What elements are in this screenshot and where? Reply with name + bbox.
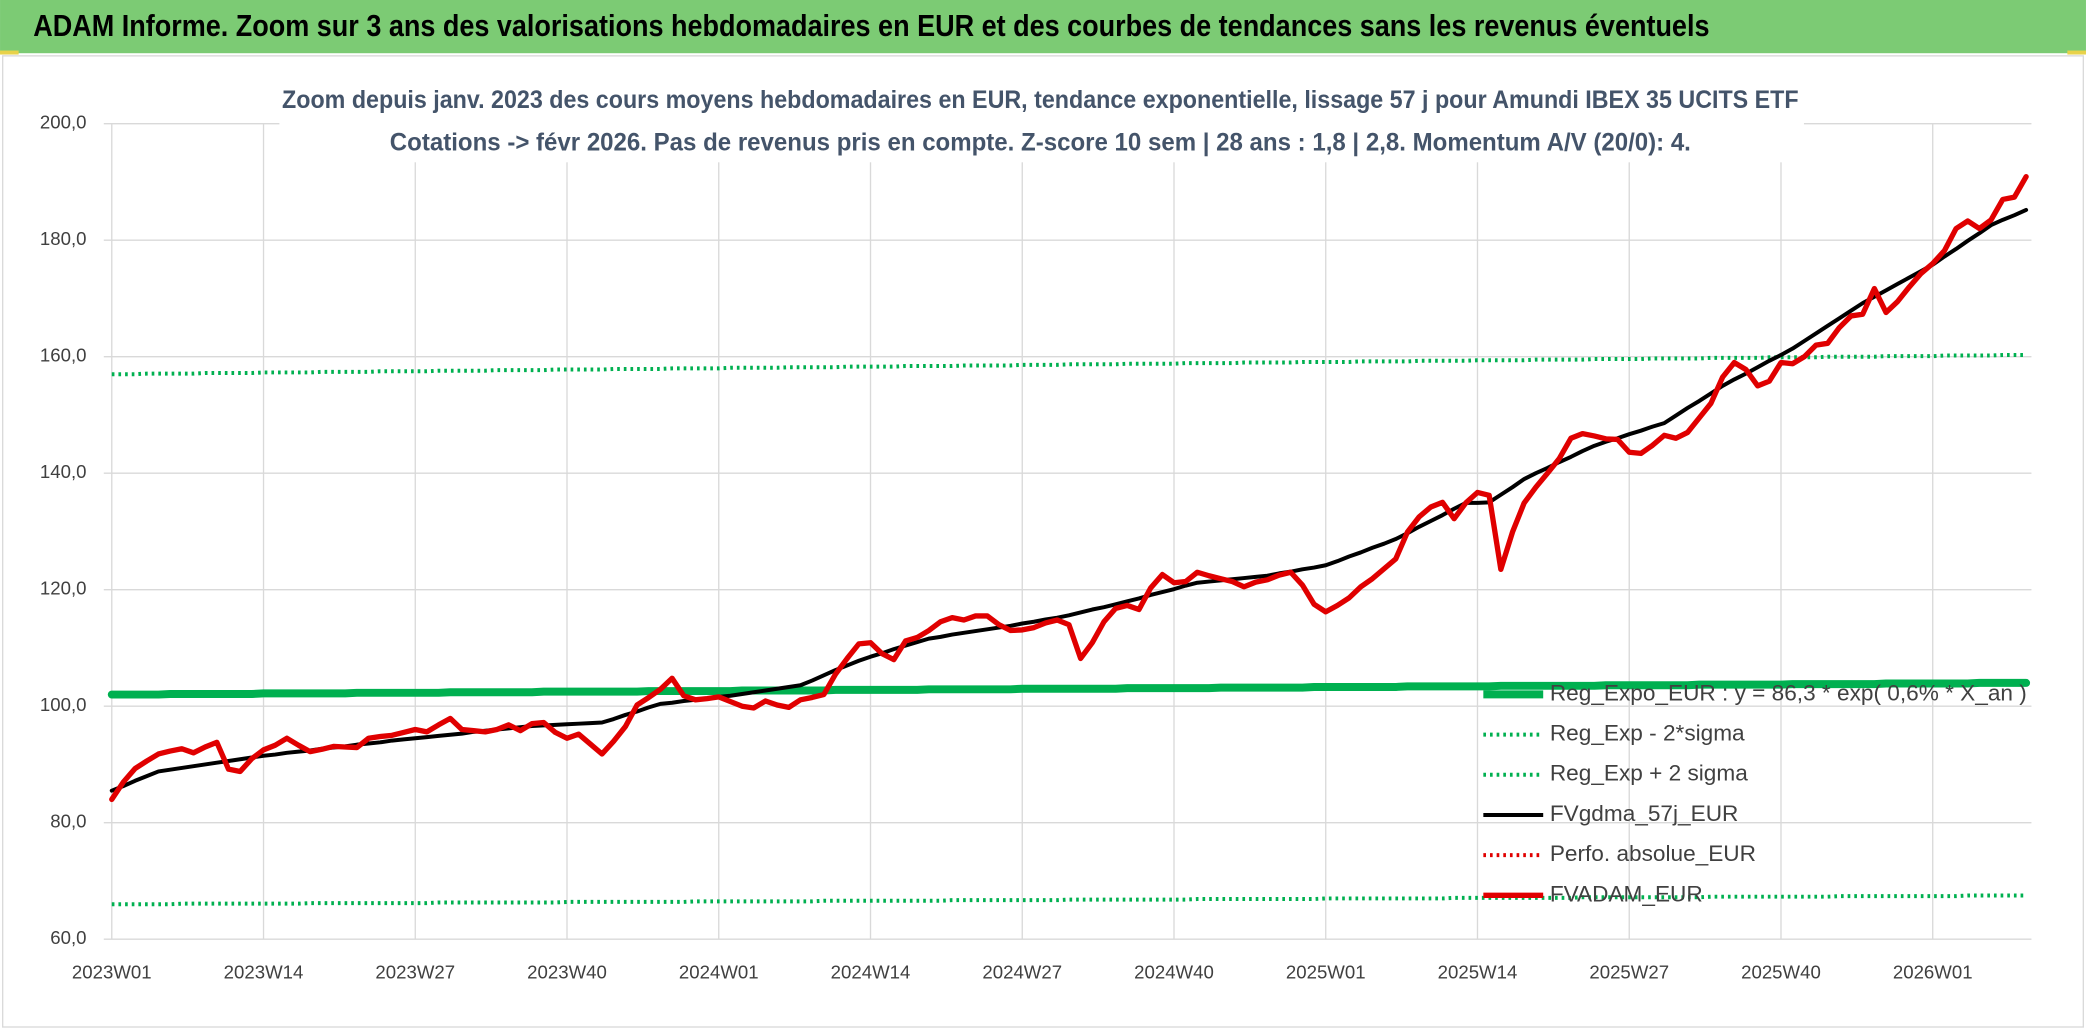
x-tick-label: 2025W27: [1589, 962, 1669, 983]
legend-label: FVADAM_EUR: [1550, 881, 1703, 906]
series-line: [107, 678, 2031, 699]
y-tick-label: 160,0: [40, 345, 87, 366]
x-tick-label: 2024W14: [831, 962, 911, 983]
legend-label: Perfo. absolue_EUR: [1550, 841, 1756, 866]
x-tick-label: 2023W27: [375, 962, 455, 983]
banner-title: ADAM Informe. Zoom sur 3 ans des valoris…: [33, 9, 1709, 43]
x-tick-label: 2023W14: [224, 962, 304, 983]
legend-label: Reg_Exp - 2*sigma: [1550, 721, 1745, 746]
legend-label: Reg_Expo_EUR : y = 86,3 * exp( 0,6% * X_…: [1550, 680, 2027, 705]
banner-corner: [0, 50, 19, 55]
legend-label: Reg_Exp + 2 sigma: [1550, 761, 1748, 786]
x-tick-label: 2025W14: [1438, 962, 1518, 983]
chart-subtitle: Cotations -> févr 2026. Pas de revenus p…: [390, 128, 1691, 156]
banner-corner: [2067, 50, 2086, 55]
x-tick-label: 2023W01: [72, 962, 152, 983]
y-tick-label: 60,0: [50, 927, 86, 948]
chart-frame: [2, 55, 2084, 1028]
series-line: [109, 174, 2029, 803]
y-tick-label: 120,0: [40, 578, 87, 599]
y-tick-label: 140,0: [40, 461, 87, 482]
y-tick-label: 180,0: [40, 228, 87, 249]
banner: [0, 0, 2086, 54]
legend-label: FVgdma_57j_EUR: [1550, 801, 1739, 826]
y-tick-label: 200,0: [40, 112, 87, 133]
x-tick-label: 2026W01: [1893, 962, 1973, 983]
x-tick-label: 2025W01: [1286, 962, 1366, 983]
y-tick-label: 100,0: [40, 694, 87, 715]
x-tick-label: 2024W27: [982, 962, 1062, 983]
plot-area: 60,0 80,0 100,0 120,0 140,0 160,0 180,0 200,0 20…: [40, 112, 2032, 983]
x-tick-label: 2023W40: [527, 962, 607, 983]
x-tick-label: 2024W40: [1134, 962, 1214, 983]
chart-title: Zoom depuis janv. 2023 des cours moyens …: [282, 86, 1799, 114]
series-line: [109, 207, 2029, 793]
title-background: [279, 82, 1804, 163]
y-tick-label: 80,0: [50, 811, 86, 832]
x-tick-label: 2024W01: [679, 962, 759, 983]
x-tick-label: 2025W40: [1741, 962, 1821, 983]
